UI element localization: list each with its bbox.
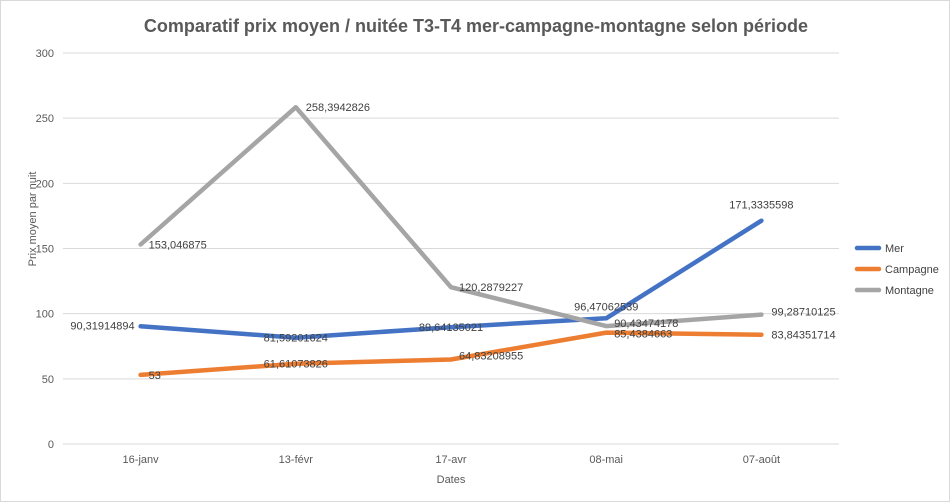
series-line-mer [138, 218, 764, 340]
data-label-mer: 89,64135021 [419, 322, 483, 334]
data-label-campagne: 61,61073826 [264, 359, 328, 371]
gridlines [63, 52, 839, 445]
legend-label-montagne: Montagne [885, 285, 934, 297]
series-line-campagne [138, 330, 764, 378]
y-tick-label: 150 [36, 244, 54, 256]
x-tick-label: 16-janv [123, 454, 160, 466]
data-label-mer: 90,31914894 [70, 320, 134, 332]
y-tick-label: 200 [36, 178, 54, 190]
y-tick-label: 250 [36, 113, 54, 125]
x-tick-label: 07-août [743, 454, 780, 466]
data-label-montagne: 99,28710125 [771, 307, 835, 319]
series-line-montagne [138, 104, 764, 329]
legend-label-mer: Mer [885, 243, 904, 255]
legend: Mer Campagne Montagne [854, 243, 939, 297]
chart-title: Comparatif prix moyen / nuitée T3-T4 mer… [144, 16, 808, 36]
data-label-campagne: 85,4384663 [614, 329, 672, 341]
series-lines [138, 104, 764, 378]
x-tick-label: 17-avr [435, 454, 467, 466]
data-label-montagne: 120,2879227 [459, 282, 523, 294]
data-label-campagne: 64,83208955 [459, 351, 523, 363]
data-labels: 90,31914894 81,59201624 89,64135021 96,4706… [70, 102, 835, 382]
x-axis-ticks: 16-janv 13-févr 17-avr 08-mai 07-août [123, 454, 780, 466]
x-tick-label: 08-mai [589, 454, 623, 466]
y-tick-label: 50 [42, 374, 54, 386]
x-axis-title: Dates [437, 474, 466, 486]
data-label-montagne: 153,046875 [149, 240, 207, 252]
y-tick-label: 300 [36, 48, 54, 60]
data-label-montagne: 258,3942826 [306, 102, 370, 114]
legend-label-campagne: Campagne [885, 264, 939, 276]
y-axis-ticks: 0 50 100 150 200 250 300 [36, 48, 54, 451]
data-label-mer: 171,3335598 [729, 200, 793, 212]
data-label-mer: 81,59201624 [264, 333, 328, 345]
y-axis-title: Prix moyen par nuit [27, 172, 39, 267]
y-tick-label: 0 [48, 439, 54, 451]
data-label-campagne: 53 [149, 370, 161, 382]
data-label-mer: 96,47062539 [574, 301, 638, 313]
x-tick-label: 13-févr [279, 454, 314, 466]
y-tick-label: 100 [36, 309, 54, 321]
data-label-campagne: 83,84351714 [771, 330, 835, 342]
data-label-montagne: 90,43474178 [614, 318, 678, 330]
